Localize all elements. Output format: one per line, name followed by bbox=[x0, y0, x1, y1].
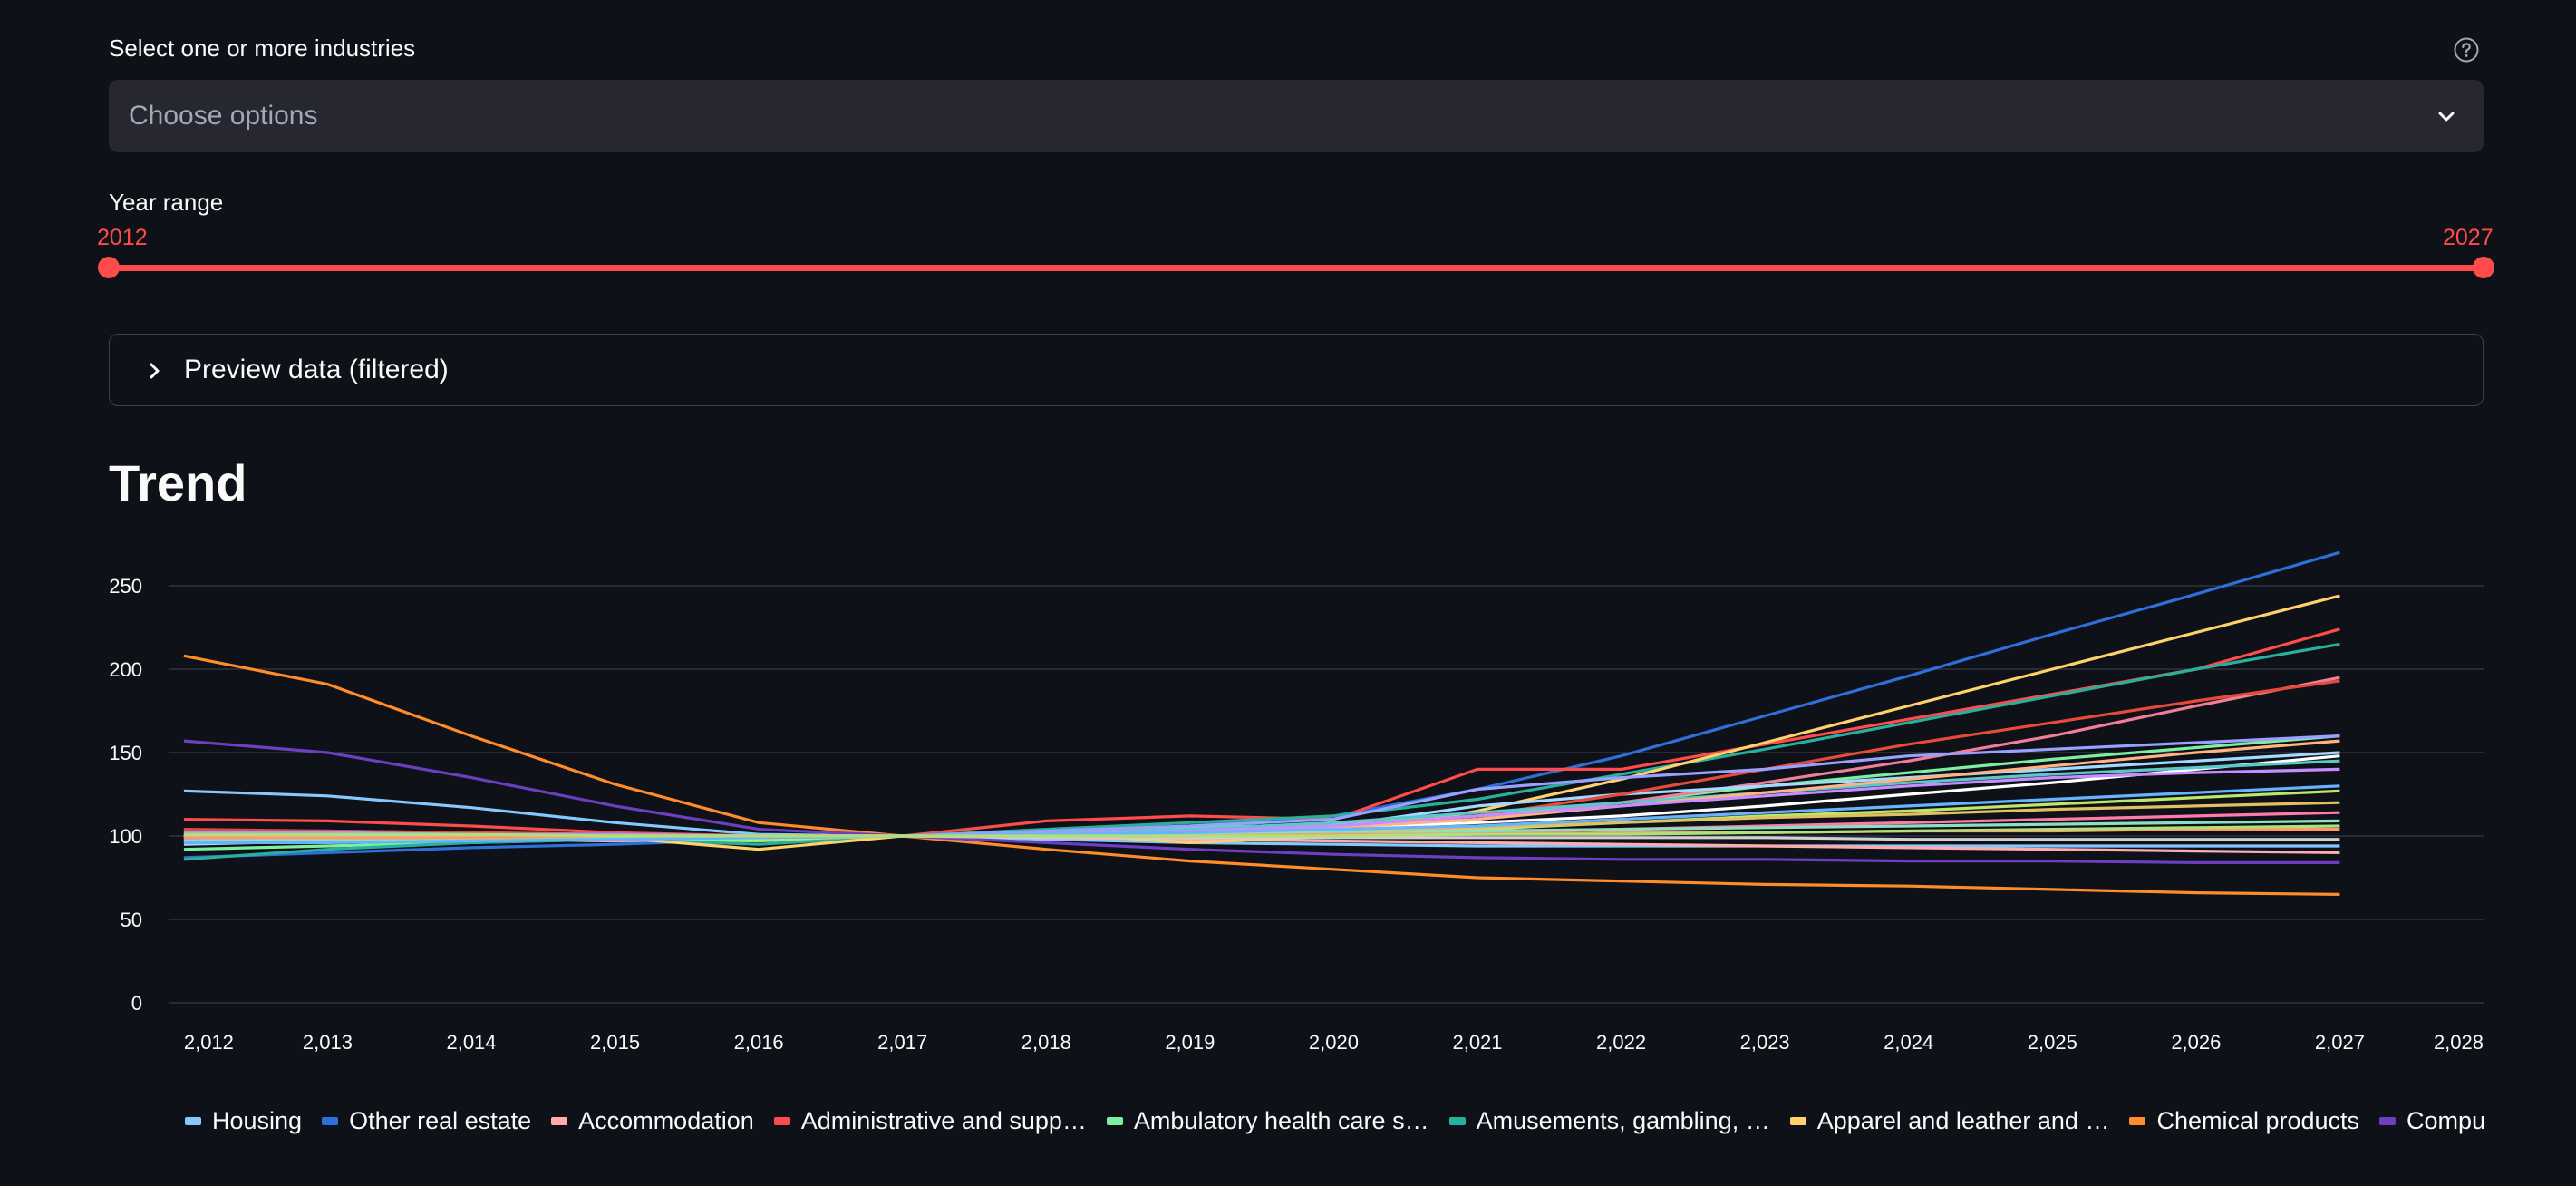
series-line-1 bbox=[183, 550, 2340, 860]
year-range-max-value: 2027 bbox=[2443, 225, 2494, 250]
year-range-min-value: 2012 bbox=[97, 225, 148, 250]
legend-swatch bbox=[185, 1116, 201, 1125]
industry-select-label: Select one or more industries bbox=[109, 34, 416, 62]
legend-swatch bbox=[2379, 1116, 2397, 1125]
y-tick-label: 100 bbox=[109, 825, 142, 848]
legend-item[interactable]: Housing bbox=[185, 1107, 302, 1135]
x-tick-label: 2,024 bbox=[1884, 1031, 1933, 1054]
series-line-7 bbox=[183, 654, 2340, 896]
year-range-max-handle[interactable] bbox=[2473, 257, 2494, 278]
x-tick-label: 2,014 bbox=[446, 1031, 496, 1054]
series-line-24 bbox=[183, 824, 2340, 838]
legend-item[interactable]: Comput bbox=[2379, 1107, 2484, 1135]
legend-swatch bbox=[1106, 1116, 1123, 1125]
preview-data-expander[interactable]: Preview data (filtered) bbox=[109, 334, 2484, 406]
legend-label: Accommodation bbox=[578, 1106, 754, 1134]
x-tick-label: 2,027 bbox=[2315, 1031, 2365, 1054]
x-tick-label: 2,021 bbox=[1452, 1031, 1502, 1054]
y-tick-label: 150 bbox=[109, 742, 142, 764]
year-range-min-handle[interactable] bbox=[98, 257, 120, 278]
legend-item[interactable]: Other real estate bbox=[322, 1107, 531, 1135]
legend-item[interactable]: Amusements, gambling, … bbox=[1448, 1106, 1770, 1135]
legend-item[interactable]: Chemical products bbox=[2129, 1107, 2359, 1135]
x-tick-label: 2,019 bbox=[1165, 1031, 1215, 1054]
legend-label: Comput bbox=[2407, 1106, 2484, 1134]
legend-swatch bbox=[1448, 1116, 1466, 1125]
legend-swatch bbox=[1789, 1116, 1806, 1125]
chart-legend: Housing Other real estate Accommodation Adm… bbox=[185, 1101, 2484, 1141]
legend-label: Apparel and leather and … bbox=[1816, 1106, 2110, 1134]
trend-line-chart: 0 50 100 150 200 250 2,012 2,013 2,014 2,015 2,01… bbox=[109, 550, 2484, 1054]
legend-label: Amusements, gambling, … bbox=[1476, 1106, 1770, 1134]
y-tick-label: 200 bbox=[109, 658, 142, 681]
legend-swatch bbox=[322, 1116, 339, 1125]
x-tick-label: 2,017 bbox=[877, 1031, 927, 1054]
legend-label: Administrative and supp… bbox=[800, 1106, 1087, 1134]
series-line-8 bbox=[183, 739, 2340, 864]
x-tick-label: 2,020 bbox=[1309, 1031, 1359, 1054]
year-range-label: Year range bbox=[109, 189, 224, 216]
series-line-23 bbox=[183, 784, 2340, 844]
x-tick-label: 2,023 bbox=[1740, 1031, 1790, 1054]
legend-item[interactable]: Apparel and leather and … bbox=[1789, 1106, 2110, 1135]
x-tick-label: 2,025 bbox=[2028, 1031, 2077, 1054]
y-tick-label: 250 bbox=[109, 575, 142, 598]
year-range-slider-track[interactable] bbox=[109, 265, 2484, 271]
legend-label: Ambulatory health care s… bbox=[1133, 1106, 1429, 1134]
industry-multiselect[interactable]: Choose options bbox=[109, 80, 2484, 152]
legend-item[interactable]: Administrative and supp… bbox=[773, 1106, 1087, 1135]
chevron-right-icon bbox=[150, 363, 160, 379]
x-tick-label: 2,016 bbox=[734, 1031, 784, 1054]
legend-label: Chemical products bbox=[2156, 1106, 2360, 1134]
legend-swatch bbox=[551, 1116, 568, 1125]
x-tick-label: 2,022 bbox=[1596, 1031, 1646, 1054]
legend-item[interactable]: Ambulatory health care s… bbox=[1106, 1106, 1429, 1135]
series-line-20 bbox=[183, 819, 2340, 843]
series-line-3 bbox=[183, 627, 2340, 838]
y-tick-label: 0 bbox=[131, 992, 142, 1015]
x-tick-label: 2,018 bbox=[1022, 1031, 1071, 1054]
x-tick-label: 2,028 bbox=[2434, 1031, 2484, 1054]
chevron-down-icon[interactable] bbox=[2433, 103, 2460, 131]
x-tick-label: 2,012 bbox=[184, 1031, 234, 1054]
legend-swatch bbox=[773, 1116, 790, 1125]
trend-heading: Trend bbox=[109, 454, 247, 511]
x-tick-label: 2,013 bbox=[303, 1031, 353, 1054]
series-line-0 bbox=[183, 789, 2340, 848]
industry-select-placeholder: Choose options bbox=[129, 101, 318, 131]
y-tick-label: 50 bbox=[121, 909, 142, 931]
legend-swatch bbox=[2129, 1116, 2146, 1125]
help-circle-icon[interactable] bbox=[2453, 36, 2480, 63]
legend-label: Housing bbox=[212, 1106, 303, 1134]
legend-label: Other real estate bbox=[349, 1106, 532, 1134]
x-tick-label: 2,015 bbox=[590, 1031, 640, 1054]
x-tick-label: 2,026 bbox=[2171, 1031, 2221, 1054]
preview-data-expander-label: Preview data (filtered) bbox=[184, 355, 449, 384]
legend-item[interactable]: Accommodation bbox=[551, 1107, 754, 1135]
